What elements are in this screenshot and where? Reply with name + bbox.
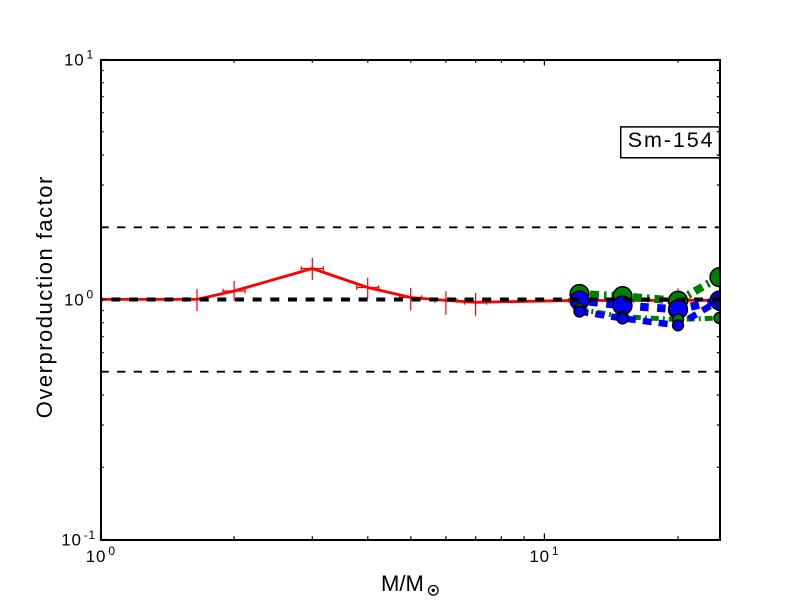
svg-text:Overproduction factor: Overproduction factor [32, 175, 57, 418]
svg-text:M/M: M/M [381, 571, 424, 596]
svg-text:Sm-154: Sm-154 [628, 128, 715, 152]
